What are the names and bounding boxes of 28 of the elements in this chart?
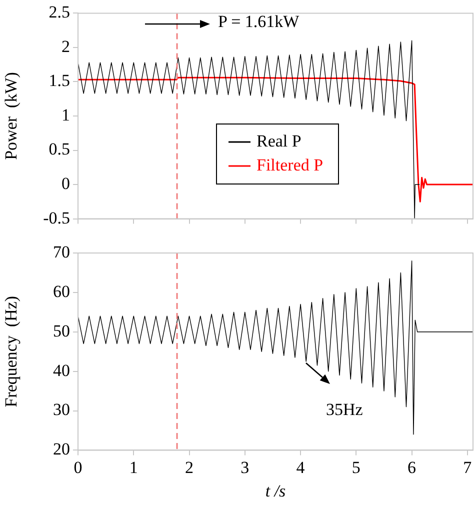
x-tick-label: 2 — [185, 458, 194, 477]
x-tick-label: 0 — [74, 458, 82, 477]
x-tick-label: 5 — [352, 458, 360, 477]
x-axis-title: t /s — [265, 481, 286, 500]
x-tick-label: 6 — [408, 458, 416, 477]
y-tick-label: 20 — [53, 440, 70, 459]
y-tick-label: 1 — [62, 105, 70, 124]
y-tick-label: 50 — [53, 321, 70, 340]
y-tick-label: 0.5 — [48, 140, 70, 159]
y-tick-label: 2 — [62, 36, 70, 56]
y-tick-label: 1.5 — [48, 71, 70, 90]
legend-label: Filtered P — [256, 155, 324, 174]
annotation: P = 1.61kW — [218, 12, 300, 32]
legend-label: Real P — [256, 131, 302, 150]
x-tick-label: 1 — [129, 458, 138, 477]
y-tick-label: 70 — [53, 242, 70, 262]
y-axis-title: Frequency (Hz) — [2, 296, 21, 408]
y-tick-label: -0.5 — [43, 208, 70, 228]
y-tick-label: 30 — [53, 400, 70, 420]
annotation: 35Hz — [326, 400, 363, 420]
y-axis-title: Power (kW) — [2, 72, 21, 160]
y-tick-label: 0 — [62, 174, 70, 193]
y-tick-label: 2.5 — [48, 2, 70, 22]
x-tick-label: 4 — [296, 458, 306, 477]
y-tick-label: 40 — [53, 360, 70, 380]
y-tick-label: 60 — [53, 282, 70, 301]
x-tick-label: 3 — [240, 458, 250, 477]
x-tick-label: 7 — [463, 458, 472, 477]
